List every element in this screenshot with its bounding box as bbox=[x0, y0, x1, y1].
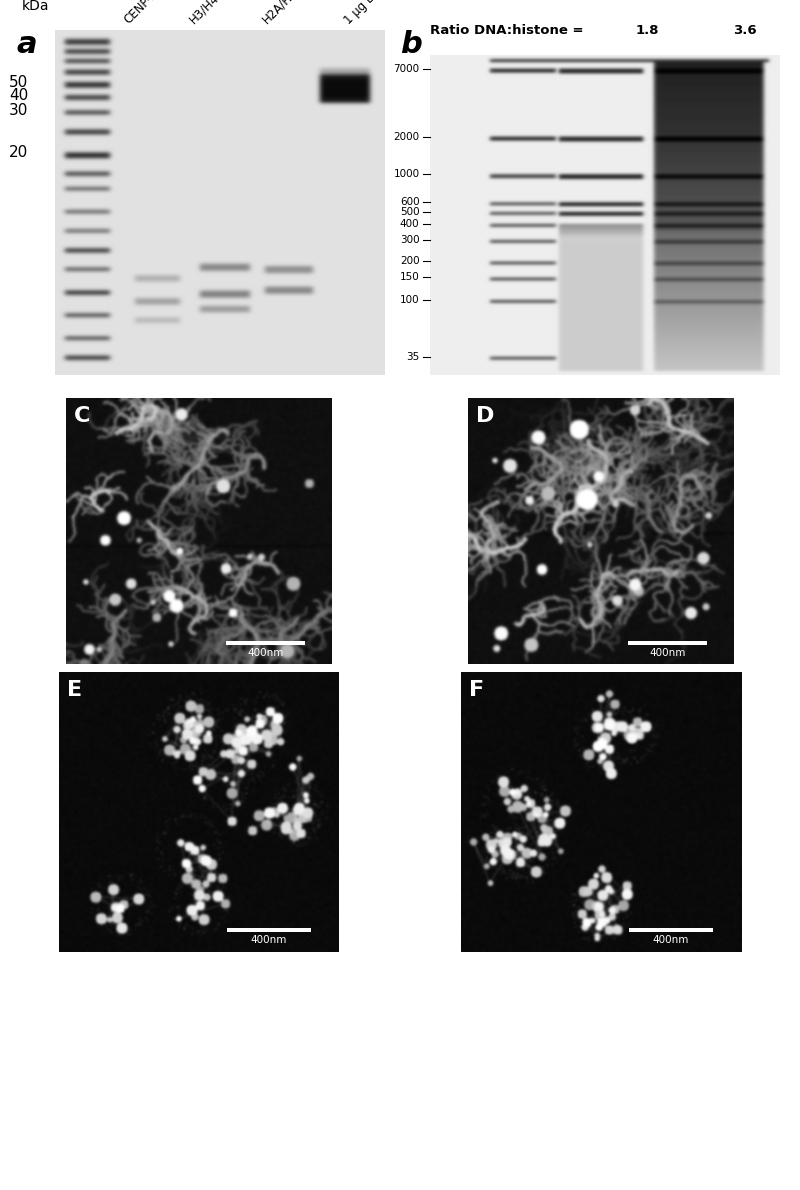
Text: F: F bbox=[470, 681, 485, 701]
Text: 400: 400 bbox=[400, 219, 419, 228]
Text: 1.8: 1.8 bbox=[635, 25, 658, 37]
Text: 30: 30 bbox=[10, 104, 29, 118]
Text: b: b bbox=[400, 30, 422, 58]
Bar bbox=[628, 641, 707, 645]
Text: 300: 300 bbox=[400, 234, 419, 245]
Text: 200: 200 bbox=[400, 256, 419, 267]
Text: H2A/H2B: H2A/H2B bbox=[259, 0, 306, 26]
Text: 600: 600 bbox=[400, 198, 419, 207]
Bar bbox=[227, 928, 311, 933]
Text: 50: 50 bbox=[10, 75, 29, 89]
Text: a: a bbox=[16, 30, 37, 58]
Bar bbox=[226, 641, 306, 645]
Text: 400nm: 400nm bbox=[251, 935, 287, 945]
Text: E: E bbox=[67, 681, 82, 701]
Text: C: C bbox=[74, 406, 90, 426]
Text: 400nm: 400nm bbox=[650, 649, 686, 658]
Text: 35: 35 bbox=[406, 351, 419, 362]
Text: 400nm: 400nm bbox=[653, 935, 689, 945]
Text: 100: 100 bbox=[400, 295, 419, 305]
Text: 2000: 2000 bbox=[394, 132, 419, 142]
Text: 7000: 7000 bbox=[394, 63, 419, 74]
Text: 400nm: 400nm bbox=[247, 649, 284, 658]
Text: 500: 500 bbox=[400, 207, 419, 217]
Text: 1 μg BSA: 1 μg BSA bbox=[342, 0, 389, 26]
Text: 150: 150 bbox=[400, 273, 419, 282]
Text: H3/H4: H3/H4 bbox=[187, 0, 222, 26]
Text: CENP-A/H4: CENP-A/H4 bbox=[121, 0, 175, 26]
Text: D: D bbox=[476, 406, 494, 426]
Text: 1000: 1000 bbox=[394, 169, 419, 180]
Text: Ratio DNA:histone =: Ratio DNA:histone = bbox=[430, 25, 583, 37]
Text: kDa: kDa bbox=[22, 0, 50, 13]
Bar bbox=[629, 928, 713, 933]
Text: 40: 40 bbox=[10, 88, 29, 102]
Text: 3.6: 3.6 bbox=[733, 25, 757, 37]
Text: 20: 20 bbox=[10, 145, 29, 161]
